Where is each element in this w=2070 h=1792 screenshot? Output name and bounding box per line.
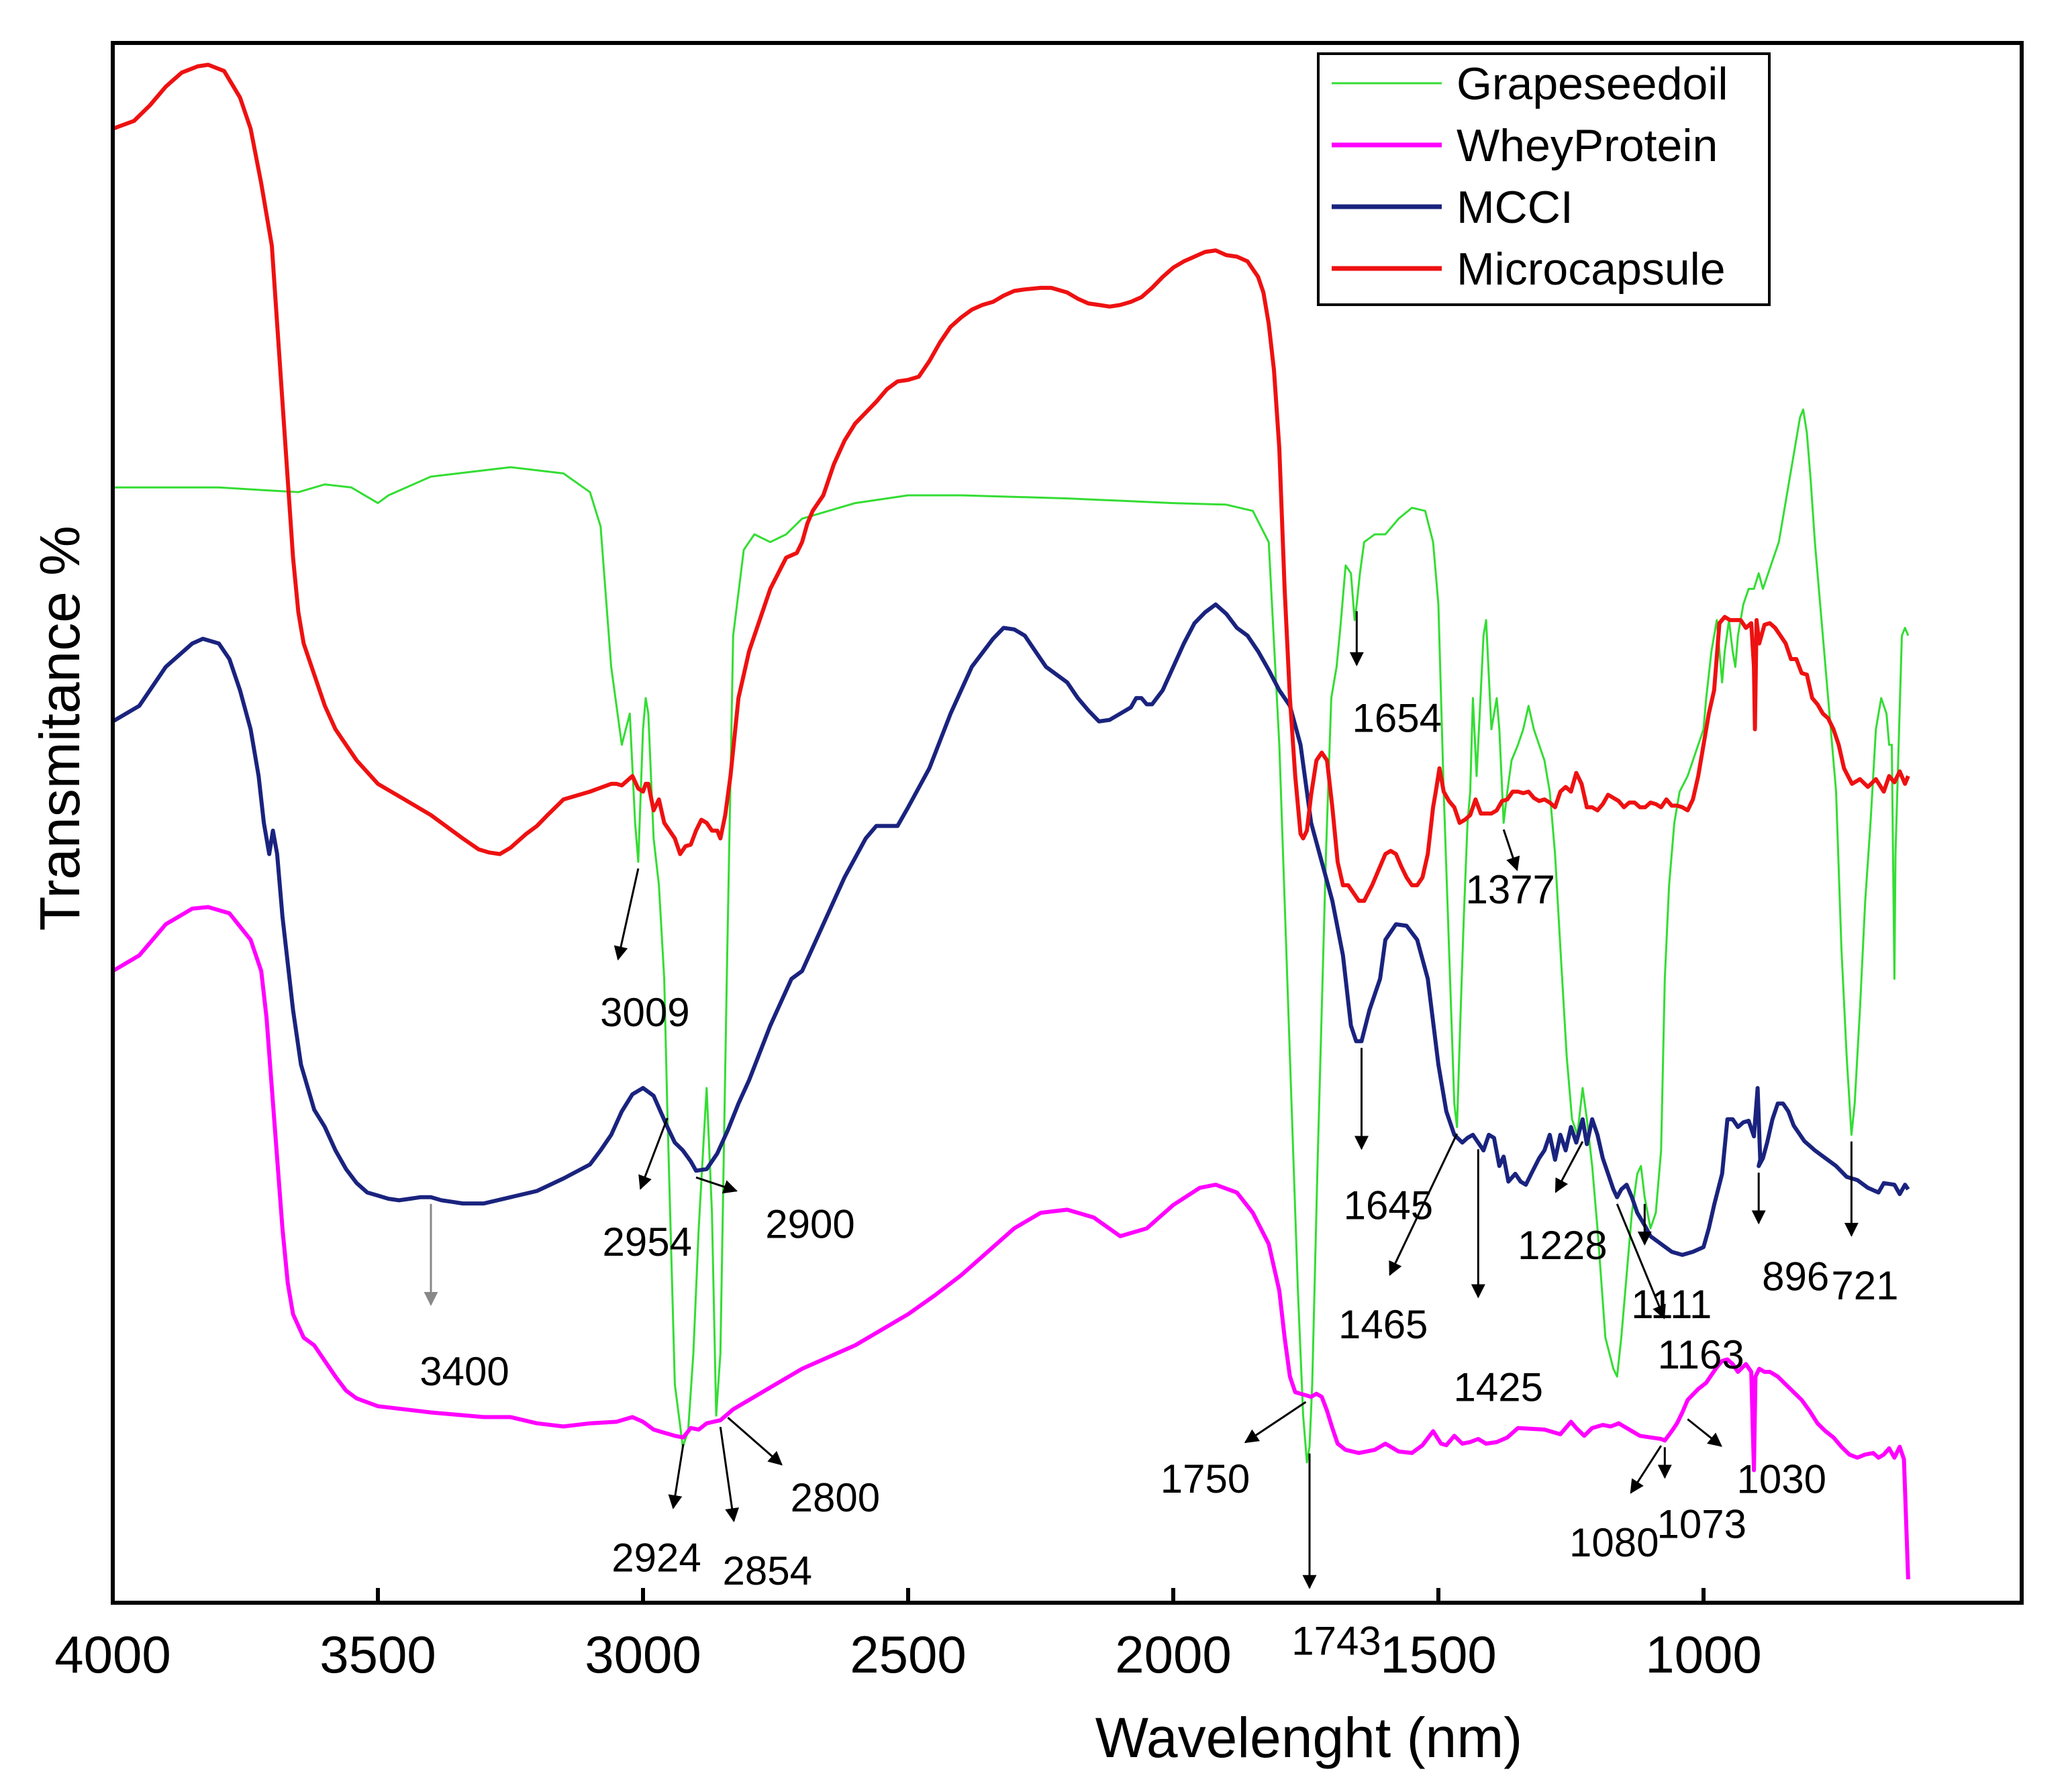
x-tick-label-4000: 4000 — [54, 1625, 171, 1684]
annotation-arrow-2854 — [719, 1426, 740, 1523]
annotation-arrow-1080 — [1630, 1445, 1663, 1494]
annotation-label-1377: 1377 — [1465, 867, 1555, 912]
x-tick-label-2000: 2000 — [1115, 1625, 1232, 1684]
annotation-label-1425: 1425 — [1454, 1364, 1543, 1409]
annotation-label-1228: 1228 — [1518, 1223, 1607, 1268]
legend-box — [1317, 52, 1771, 306]
annotation-label-1750: 1750 — [1161, 1456, 1250, 1501]
annotation-arrow-1750 — [1244, 1401, 1307, 1444]
annotation-arrow-1465 — [1389, 1133, 1459, 1277]
legend-label-wheyprotein: WheyProtein — [1457, 120, 1718, 171]
annotation-label-1654: 1654 — [1352, 696, 1442, 741]
x-axis-title: Wavelenght (nm) — [1095, 1706, 1522, 1769]
annotation-label-2924: 2924 — [611, 1536, 701, 1581]
annotation-label-1030: 1030 — [1737, 1457, 1826, 1502]
annotation-arrow-2900 — [695, 1176, 738, 1194]
annotation-label-2900: 2900 — [765, 1201, 854, 1246]
annotation-label-1080: 1080 — [1569, 1520, 1659, 1565]
x-tick-label-2500: 2500 — [850, 1625, 967, 1684]
annotation-label-1163: 1163 — [1658, 1332, 1744, 1377]
annotation-label-896: 896 — [1762, 1254, 1829, 1299]
series-line-wheyprotein — [113, 905, 1910, 1580]
series-layer — [113, 62, 1910, 1580]
annotation-label-2854: 2854 — [723, 1548, 812, 1593]
x-tick-label-1000: 1000 — [1645, 1625, 1762, 1684]
annotation-arrow-2954 — [638, 1117, 669, 1190]
annotation-label-2954: 2954 — [603, 1219, 692, 1264]
annotation-label-1645: 1645 — [1344, 1183, 1433, 1228]
legend-label-mcci: MCCI — [1457, 182, 1573, 233]
annotation-arrow-2924 — [668, 1444, 685, 1509]
annotation-label-1743: 1743 — [1291, 1619, 1381, 1664]
annotation-layer: 3009 3400 2954 2900 2924 2854 2800 1654 1645 1377… — [420, 611, 1898, 1664]
annotation-arrow-1163 — [1616, 1203, 1666, 1320]
annotation-label-1111: 1111 — [1631, 1282, 1712, 1327]
legend: Grapeseedoil WheyProtein MCCI Microcapsule — [1317, 52, 1771, 306]
annotation-label-721: 721 — [1831, 1263, 1898, 1308]
annotation-label-2800: 2800 — [791, 1475, 880, 1520]
annotation-arrow-3009 — [613, 868, 640, 961]
annotation-label-3009: 3009 — [600, 990, 689, 1035]
series-line-mcci — [113, 602, 1910, 1257]
annotation-arrow-1377 — [1502, 829, 1520, 871]
x-tick-label-3500: 3500 — [319, 1625, 436, 1684]
x-axis-ticks: 4000 3500 3000 2500 2000 1500 1000 — [54, 1588, 1762, 1684]
annotation-arrow-2800 — [727, 1416, 783, 1466]
y-axis-title: Transmitance % — [28, 526, 91, 931]
series-line-grapeseedoil — [113, 408, 1910, 1464]
x-tick-label-3000: 3000 — [585, 1625, 701, 1684]
legend-label-grapeseedoil: Grapeseedoil — [1457, 58, 1728, 109]
annotation-label-1073: 1073 — [1657, 1501, 1746, 1546]
series-line-microcapsule — [113, 62, 1910, 903]
annotation-label-1465: 1465 — [1338, 1302, 1428, 1347]
plot-frame — [111, 41, 2024, 1605]
annotation-label-3400: 3400 — [420, 1349, 509, 1394]
annotation-arrow-1030 — [1687, 1418, 1722, 1447]
annotation-arrow-1228 — [1555, 1141, 1584, 1193]
legend-label-microcapsule: Microcapsule — [1457, 244, 1726, 295]
x-tick-label-1500: 1500 — [1380, 1625, 1497, 1684]
